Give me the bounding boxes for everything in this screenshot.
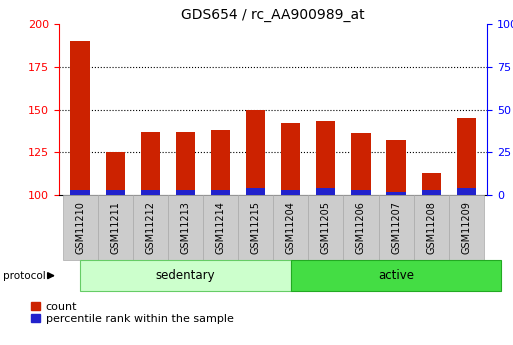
Bar (316, 188, 336, 195)
Bar (211, 190, 230, 195)
Bar (246, 110, 265, 195)
Text: protocol: protocol (3, 271, 45, 280)
Text: GSM11214: GSM11214 (215, 201, 226, 254)
Bar (281, 123, 301, 195)
Bar (106, 190, 125, 195)
Bar (246, 188, 265, 195)
Bar (351, 190, 370, 195)
Bar (422, 173, 441, 195)
Text: GSM11212: GSM11212 (145, 201, 155, 254)
Bar (106, 152, 125, 195)
Bar (422, 190, 441, 195)
Bar (70, 190, 90, 195)
Bar (141, 132, 160, 195)
Bar (386, 140, 406, 195)
Bar (351, 134, 370, 195)
Text: sedentary: sedentary (155, 269, 215, 282)
Bar (176, 132, 195, 195)
Text: GSM11206: GSM11206 (356, 201, 366, 254)
Bar (386, 191, 406, 195)
Text: GSM11210: GSM11210 (75, 201, 85, 254)
Bar (176, 190, 195, 195)
Text: GSM11209: GSM11209 (461, 201, 471, 254)
Text: GSM11211: GSM11211 (110, 201, 120, 254)
Bar (281, 190, 301, 195)
Text: GSM11205: GSM11205 (321, 201, 331, 254)
Bar (457, 188, 476, 195)
Text: GSM11215: GSM11215 (251, 201, 261, 254)
Bar (211, 130, 230, 195)
Text: active: active (378, 269, 414, 282)
Text: GSM11208: GSM11208 (426, 201, 436, 254)
Text: GSM11213: GSM11213 (181, 201, 190, 254)
Bar (316, 121, 336, 195)
Title: GDS654 / rc_AA900989_at: GDS654 / rc_AA900989_at (182, 8, 365, 22)
Text: GSM11204: GSM11204 (286, 201, 295, 254)
Bar (141, 190, 160, 195)
Legend: count, percentile rank within the sample: count, percentile rank within the sample (31, 302, 233, 324)
Bar (70, 41, 90, 195)
Bar (457, 118, 476, 195)
Text: GSM11207: GSM11207 (391, 201, 401, 254)
